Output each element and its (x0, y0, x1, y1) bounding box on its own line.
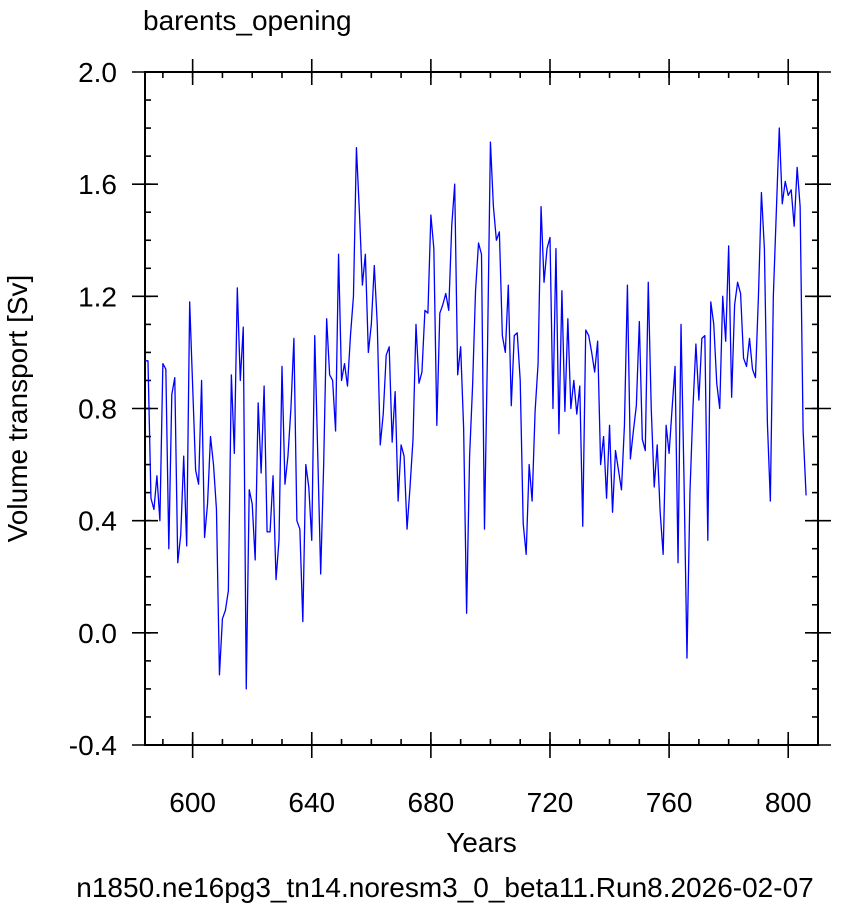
y-tick-label: -0.4 (69, 730, 117, 761)
series-line (145, 127, 807, 690)
x-tick-label: 680 (408, 787, 455, 818)
y-tick-label: 0.4 (78, 506, 117, 537)
y-tick-label: 1.2 (78, 281, 117, 312)
y-tick-label: 0.0 (78, 618, 117, 649)
footer-text: n1850.ne16pg3_tn14.noresm3_0_beta11.Run8… (76, 872, 813, 903)
x-tick-label: 640 (288, 787, 335, 818)
x-tick-label: 760 (646, 787, 693, 818)
y-tick-label: 0.8 (78, 394, 117, 425)
y-tick-label: 2.0 (78, 57, 117, 88)
x-axis-label: Years (446, 827, 517, 858)
x-tick-labels: 600 640 680 720 760 800 (169, 787, 811, 818)
x-tick-label: 800 (765, 787, 812, 818)
chart-title: barents_opening (143, 5, 352, 36)
y-tick-labels: -0.4 0.0 0.4 0.8 1.2 1.6 2.0 (69, 57, 117, 761)
x-tick-label: 720 (527, 787, 574, 818)
major-ticks (132, 59, 831, 758)
y-axis-label: Volume transport [Sv] (2, 275, 33, 543)
x-tick-label: 600 (169, 787, 216, 818)
y-tick-label: 1.6 (78, 169, 117, 200)
